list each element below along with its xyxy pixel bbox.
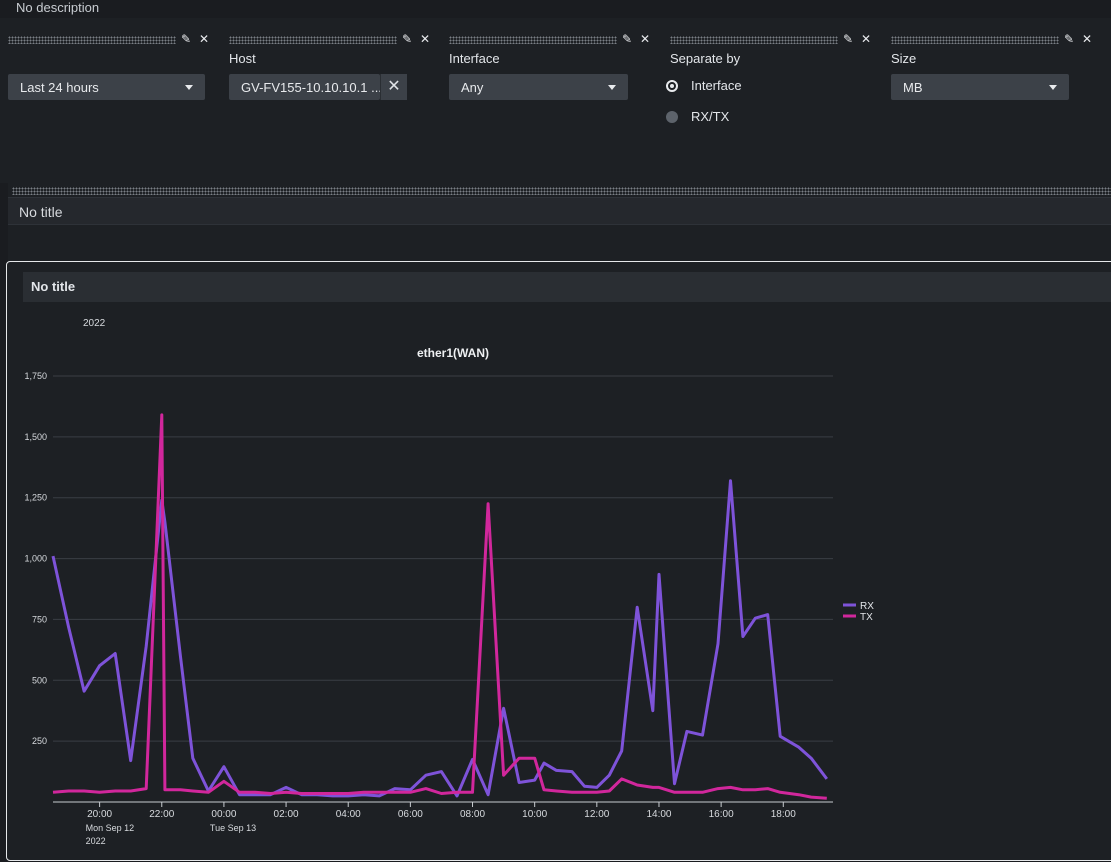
radio-label: RX/TX — [691, 109, 730, 124]
panel-title: No title — [23, 272, 1111, 302]
x-tick-label: 16:00 — [709, 809, 734, 820]
drag-handle[interactable] — [891, 36, 1059, 44]
host-value: GV-FV155-10.10.10.1 ... — [241, 79, 382, 95]
radio-option-interface[interactable]: Interface — [666, 78, 742, 93]
drag-handle[interactable] — [12, 187, 1111, 195]
close-icon[interactable]: ✕ — [1081, 32, 1093, 46]
host-dropdown[interactable]: GV-FV155-10.10.10.1 ... — [229, 74, 396, 100]
interface-label: Interface — [449, 51, 500, 66]
x-tick-label: 06:00 — [398, 809, 423, 820]
y-tick-label: 500 — [32, 675, 47, 685]
x-tick-label: 08:00 — [460, 809, 485, 820]
radio-unselected-icon — [666, 110, 678, 123]
x-tick-label: 10:00 — [522, 809, 547, 820]
series-line-rx — [51, 479, 828, 798]
pencil-icon[interactable]: ✎ — [621, 32, 633, 46]
close-icon[interactable]: ✕ — [860, 32, 872, 46]
interface-value: Any — [461, 79, 484, 95]
host-label: Host — [229, 51, 256, 66]
pencil-icon[interactable]: ✎ — [1063, 32, 1075, 46]
x-tick-sublabel: Mon Sep 12 — [86, 823, 135, 833]
chart-top-label: 2022 — [83, 318, 106, 329]
drag-handle[interactable] — [449, 36, 617, 44]
drag-handle[interactable] — [229, 36, 397, 44]
separate-by-label: Separate by — [670, 51, 741, 66]
y-tick-label: 250 — [32, 736, 47, 746]
close-icon[interactable]: ✕ — [198, 32, 210, 46]
size-dropdown[interactable]: MB — [891, 74, 1069, 100]
pencil-icon[interactable]: ✎ — [180, 32, 192, 46]
x-tick-label: 22:00 — [149, 809, 174, 820]
chart-title: ether1(WAN) — [417, 346, 489, 360]
x-tick-label: 04:00 — [336, 809, 361, 820]
panel-title: No title — [8, 197, 1111, 225]
x-tick-sublabel: Tue Sep 13 — [210, 823, 256, 833]
chevron-down-icon — [1049, 84, 1057, 90]
x-tick-label: 12:00 — [584, 809, 609, 820]
radio-option-rxtx[interactable]: RX/TX — [666, 109, 729, 124]
x-tick-label: 02:00 — [274, 809, 299, 820]
radio-label: Interface — [691, 78, 742, 93]
drag-handle[interactable] — [8, 36, 176, 44]
line-chart: 2022 ether1(WAN) 250 500 750 1,000 1,250 1,500 1… — [24, 318, 874, 846]
drag-handle[interactable] — [670, 36, 838, 44]
x-tick-sublabel: 2022 — [86, 836, 106, 846]
panel-2: No title 2022 ether1(WAN) 250 500 750 1,000 1,… — [6, 261, 1111, 861]
time-range-dropdown[interactable]: Last 24 hours — [8, 74, 205, 100]
panel-1: No title — [8, 183, 1111, 263]
close-icon[interactable]: ✕ — [419, 32, 431, 46]
legend-label: TX — [860, 612, 873, 623]
inputs-panel: ✎ ✕ Last 24 hours ✎ ✕ Host GV-FV155-10.1… — [0, 18, 1111, 183]
x-tick-label: 20:00 — [87, 809, 112, 820]
host-clear-button[interactable]: ✕ — [380, 74, 407, 100]
y-tick-label: 1,250 — [24, 493, 47, 503]
x-tick-label: 14:00 — [646, 809, 671, 820]
size-value: MB — [903, 79, 923, 95]
y-tick-label: 750 — [32, 614, 47, 624]
pencil-icon[interactable]: ✎ — [401, 32, 413, 46]
dashboard-description: No description — [16, 0, 100, 15]
y-tick-label: 1,500 — [24, 432, 47, 442]
radio-selected-icon — [666, 79, 678, 92]
interface-dropdown[interactable]: Any — [449, 74, 628, 100]
x-tick-label: 00:00 — [211, 809, 236, 820]
series-line-tx — [52, 413, 827, 800]
y-tick-label: 1,000 — [24, 554, 47, 564]
pencil-icon[interactable]: ✎ — [842, 32, 854, 46]
size-label: Size — [891, 51, 917, 66]
x-tick-label: 18:00 — [771, 809, 796, 820]
y-tick-label: 1,750 — [24, 371, 47, 381]
time-range-value: Last 24 hours — [20, 79, 99, 95]
chevron-down-icon — [608, 84, 616, 90]
legend-label: RX — [860, 601, 874, 612]
close-icon[interactable]: ✕ — [639, 32, 651, 46]
chevron-down-icon — [185, 84, 193, 90]
